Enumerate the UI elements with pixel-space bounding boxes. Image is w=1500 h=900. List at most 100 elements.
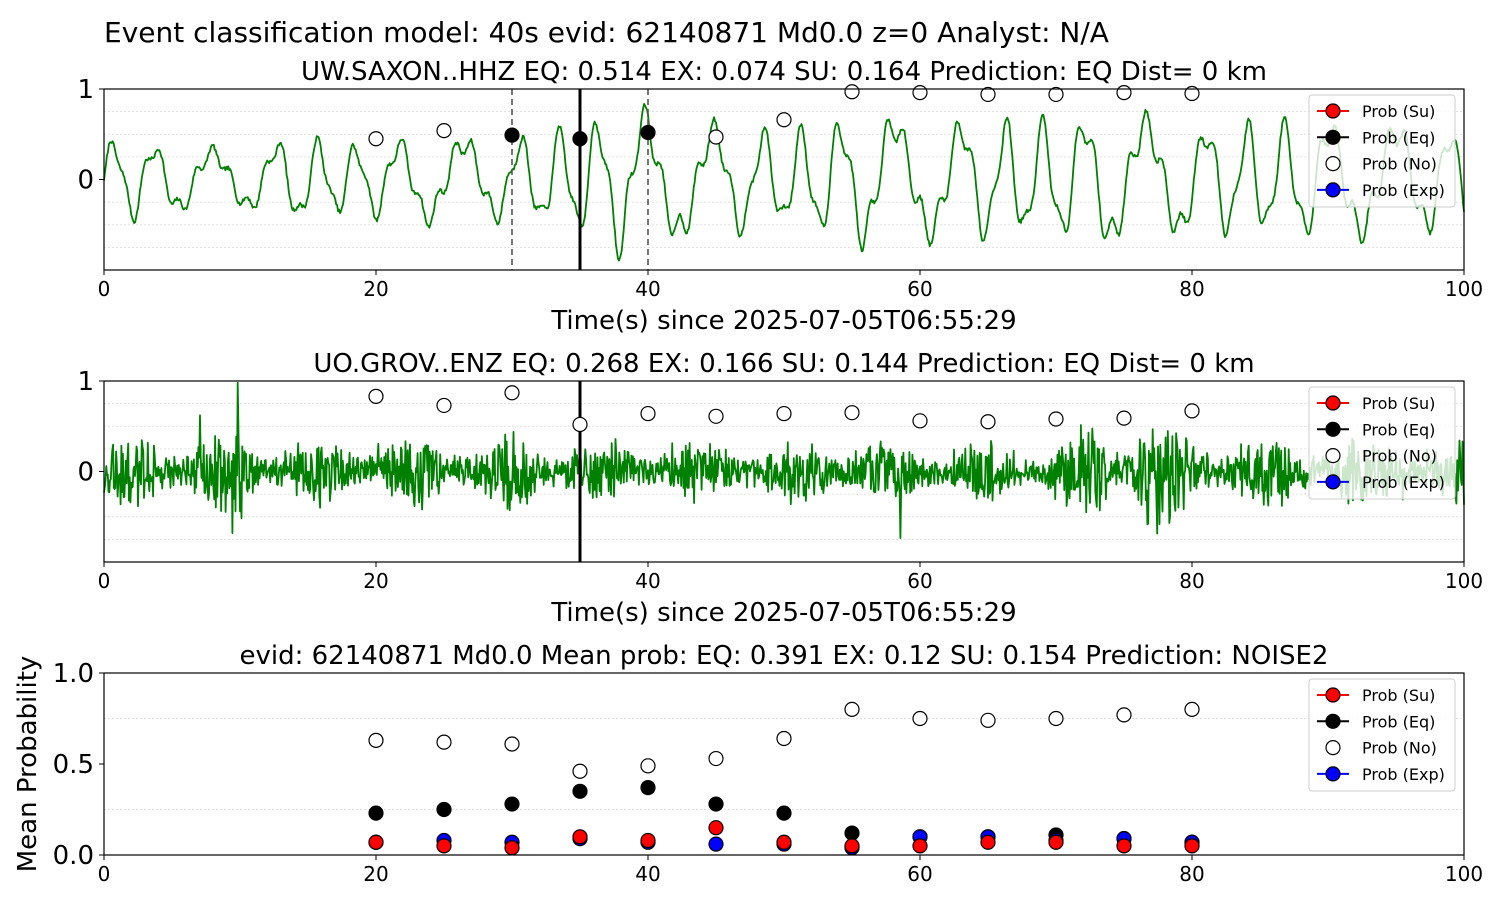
marker-eq (640, 124, 656, 141)
waveform-trace (103, 381, 1465, 539)
panel-title: UO.GROV..ENZ EQ: 0.268 EX: 0.166 SU: 0.1… (313, 349, 1254, 379)
marker-su (368, 834, 384, 850)
marker-no (640, 405, 656, 422)
marker-no (1116, 707, 1132, 723)
x-tick-label: 20 (363, 277, 388, 301)
marker-no (980, 86, 996, 103)
y-tick-label: 0.0 (53, 841, 94, 871)
legend-label-no: Prob (No) (1362, 447, 1437, 466)
marker-no (368, 388, 384, 404)
x-tick-label: 0 (98, 569, 111, 593)
legend-label-eq: Prob (Eq) (1362, 128, 1435, 147)
marker-su (912, 838, 928, 854)
marker-no (776, 112, 792, 128)
x-tick-label: 40 (635, 862, 660, 886)
legend-marker-eq (1325, 713, 1341, 729)
legend-label-exp: Prob (Exp) (1362, 473, 1445, 492)
marker-no (844, 701, 860, 718)
marker-eq (776, 805, 792, 821)
y-tick-label: 1.0 (53, 659, 94, 689)
legend-label-eq: Prob (Eq) (1362, 712, 1435, 731)
marker-eq (368, 805, 384, 821)
y-axis-label: Mean Probability (13, 656, 43, 873)
marker-su (640, 832, 656, 849)
legend-marker-su (1325, 103, 1341, 119)
legend-marker-no (1325, 739, 1341, 756)
waveform-trace (103, 103, 1465, 262)
legend-label-no: Prob (No) (1362, 739, 1437, 758)
marker-no (912, 85, 928, 101)
legend-box (1308, 678, 1456, 792)
legend-marker-eq (1325, 129, 1341, 145)
x-axis-label: Time(s) since 2025-07-05T06:55:29 (550, 598, 1016, 628)
marker-eq (708, 796, 724, 812)
x-tick-label: 40 (635, 569, 660, 593)
y-tick-label: 0.5 (53, 750, 94, 780)
marker-no (980, 414, 996, 430)
legend-marker-exp (1325, 766, 1341, 782)
x-tick-label: 60 (907, 862, 932, 886)
marker-no (504, 385, 520, 401)
marker-no (844, 405, 860, 421)
marker-no (776, 730, 792, 747)
marker-eq (572, 131, 588, 147)
marker-no (776, 405, 792, 422)
x-tick-label: 60 (907, 569, 932, 593)
marker-no (1048, 710, 1064, 727)
marker-no (572, 416, 588, 433)
marker-no (912, 710, 928, 727)
panel-3: evid: 62140871 Md0.0 Mean prob: EQ: 0.39… (13, 641, 1483, 886)
x-tick-label: 60 (907, 277, 932, 301)
marker-no (640, 758, 656, 774)
y-tick-label: 0 (77, 166, 94, 196)
legend-label-exp: Prob (Exp) (1362, 765, 1445, 784)
legend-marker-no (1325, 156, 1341, 172)
marker-eq (572, 783, 588, 799)
legend-box (1308, 94, 1456, 208)
x-tick-label: 0 (98, 862, 111, 886)
marker-su (1048, 834, 1064, 850)
y-tick-label: 1 (77, 75, 94, 105)
marker-su (1184, 838, 1200, 854)
legend-marker-no (1325, 448, 1341, 464)
marker-su (776, 834, 792, 850)
marker-no (980, 712, 996, 728)
x-tick-label: 100 (1445, 569, 1483, 593)
legend-marker-su (1325, 687, 1341, 703)
x-tick-label: 0 (98, 277, 111, 301)
marker-no (844, 84, 860, 100)
panel-title: evid: 62140871 Md0.0 Mean prob: EQ: 0.39… (240, 641, 1329, 671)
legend-label-exp: Prob (Exp) (1362, 181, 1445, 200)
marker-no (368, 732, 384, 748)
legend-label-eq: Prob (Eq) (1362, 420, 1435, 439)
marker-su (436, 838, 452, 854)
x-tick-label: 20 (363, 862, 388, 886)
legend: Prob (Su) Prob (Eq) Prob (No) Prob (Exp) (1308, 678, 1456, 792)
x-tick-label: 40 (635, 277, 660, 301)
x-tick-label: 80 (1179, 277, 1204, 301)
axes-frame (103, 672, 1465, 856)
figure-title: Event classification model: 40s evid: 62… (104, 16, 1109, 49)
marker-eq (640, 780, 656, 796)
marker-su (572, 829, 588, 845)
x-tick-label: 80 (1179, 862, 1204, 886)
marker-no (504, 736, 520, 752)
legend-label-su: Prob (Su) (1362, 686, 1435, 705)
marker-no (1184, 85, 1200, 102)
marker-no (1184, 403, 1200, 419)
marker-su (1116, 838, 1132, 854)
legend-marker-exp (1325, 474, 1341, 490)
legend-label-su: Prob (Su) (1362, 394, 1435, 413)
marker-no (572, 763, 588, 779)
marker-su (708, 820, 724, 836)
x-tick-label: 80 (1179, 569, 1204, 593)
marker-no (1116, 410, 1132, 426)
marker-eq (504, 796, 520, 812)
legend-label-su: Prob (Su) (1362, 102, 1435, 121)
x-tick-label: 20 (363, 569, 388, 593)
panel-1: UW.SAXON..HHZ EQ: 0.514 EX: 0.074 SU: 0.… (77, 57, 1483, 336)
y-tick-label: 0 (77, 458, 94, 488)
marker-eq (436, 801, 452, 818)
marker-no (368, 131, 384, 147)
